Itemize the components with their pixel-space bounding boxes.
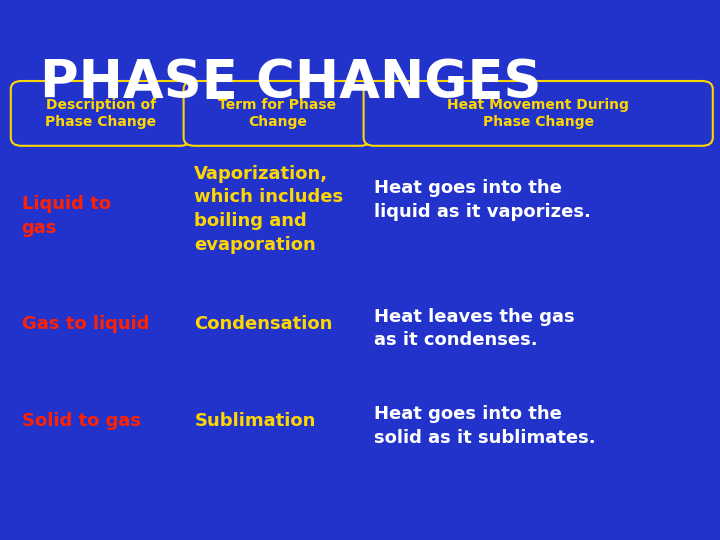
- Text: Solid to gas: Solid to gas: [22, 412, 140, 430]
- Text: Heat goes into the
solid as it sublimates.: Heat goes into the solid as it sublimate…: [374, 405, 596, 447]
- Text: Heat leaves the gas
as it condenses.: Heat leaves the gas as it condenses.: [374, 308, 575, 349]
- Text: PHASE CHANGES: PHASE CHANGES: [40, 57, 541, 109]
- FancyBboxPatch shape: [364, 81, 713, 146]
- FancyBboxPatch shape: [11, 81, 191, 146]
- Text: Description of
Phase Change: Description of Phase Change: [45, 98, 156, 129]
- FancyBboxPatch shape: [184, 81, 371, 146]
- Text: Heat Movement During
Phase Change: Heat Movement During Phase Change: [447, 98, 629, 129]
- Text: Liquid to
gas: Liquid to gas: [22, 195, 111, 237]
- Text: Condensation: Condensation: [194, 315, 333, 333]
- Text: Term for Phase
Change: Term for Phase Change: [218, 98, 336, 129]
- Text: Gas to liquid: Gas to liquid: [22, 315, 149, 333]
- Text: Vaporization,
which includes
boiling and
evaporation: Vaporization, which includes boiling and…: [194, 165, 343, 253]
- Text: Heat goes into the
liquid as it vaporizes.: Heat goes into the liquid as it vaporize…: [374, 179, 591, 221]
- Text: Sublimation: Sublimation: [194, 412, 316, 430]
